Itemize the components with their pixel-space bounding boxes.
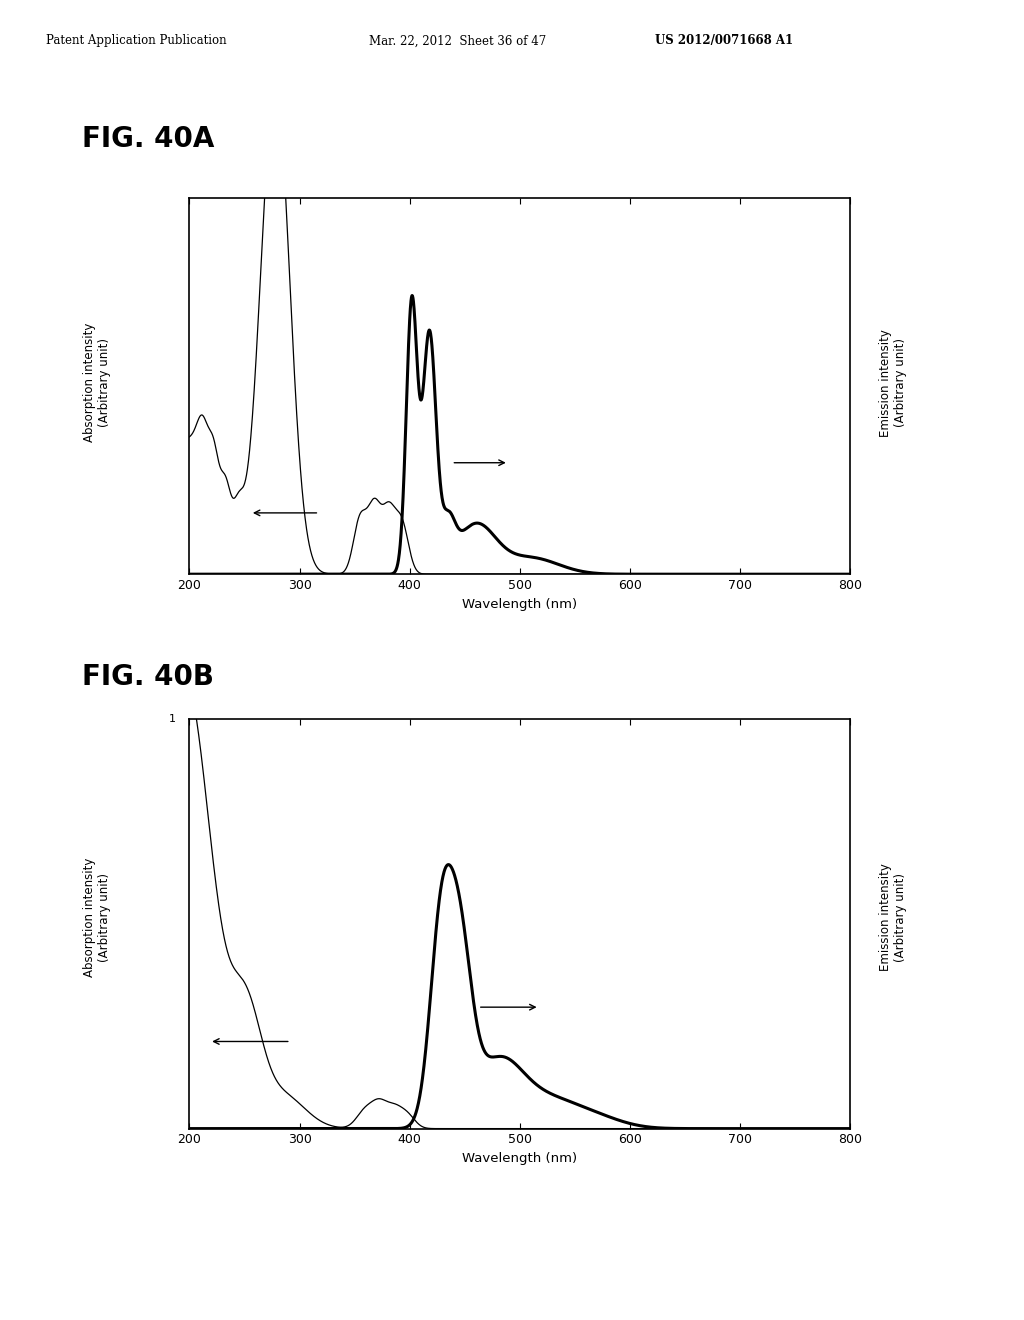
X-axis label: Wavelength (nm): Wavelength (nm)	[462, 1152, 578, 1166]
Text: Patent Application Publication: Patent Application Publication	[46, 34, 226, 48]
Text: US 2012/0071668 A1: US 2012/0071668 A1	[655, 34, 794, 48]
Text: Emission intensity
(Arbitrary unit): Emission intensity (Arbitrary unit)	[879, 329, 907, 437]
Text: Emission intensity
(Arbitrary unit): Emission intensity (Arbitrary unit)	[879, 863, 907, 972]
Text: FIG. 40A: FIG. 40A	[82, 125, 214, 153]
Text: Mar. 22, 2012  Sheet 36 of 47: Mar. 22, 2012 Sheet 36 of 47	[369, 34, 546, 48]
Text: Absorption intensity
(Arbitrary unit): Absorption intensity (Arbitrary unit)	[83, 858, 112, 977]
Text: Absorption intensity
(Arbitrary unit): Absorption intensity (Arbitrary unit)	[83, 323, 112, 442]
X-axis label: Wavelength (nm): Wavelength (nm)	[462, 598, 578, 611]
Text: FIG. 40B: FIG. 40B	[82, 663, 214, 690]
Text: 1: 1	[169, 714, 176, 725]
